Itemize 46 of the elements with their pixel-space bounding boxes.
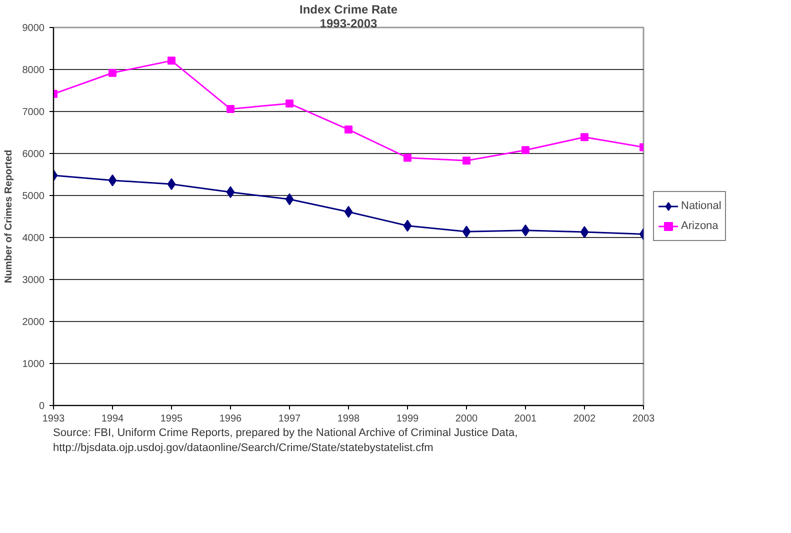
legend-label: Arizona	[681, 220, 718, 232]
point	[286, 100, 294, 108]
point	[108, 174, 117, 186]
point	[462, 156, 470, 165]
point	[580, 226, 589, 238]
x-tick-label: 1994	[101, 414, 124, 424]
point	[344, 126, 352, 134]
point	[344, 206, 353, 218]
point	[168, 56, 176, 65]
y-axis-title: Number of Crimes Reported	[3, 150, 14, 284]
text: http://bjsdata.ojp.usdoj.gov/dataonline/Search/Crime/State/statebystatelist.cfm	[53, 442, 434, 454]
y-tick-label: 2000	[22, 317, 45, 328]
chart-subtitle: 1993-2003	[320, 16, 378, 30]
point	[462, 226, 471, 238]
point	[108, 68, 116, 77]
y-tick-label: 9000	[22, 23, 45, 34]
point	[580, 133, 588, 142]
y-tick-label: 4000	[22, 233, 45, 244]
point	[226, 104, 234, 113]
x-tick-label: 2003	[632, 414, 656, 424]
x-tick-label: 1998	[337, 414, 360, 424]
y-tick-label: 8000	[22, 65, 45, 76]
x-tick-label: 2000	[455, 414, 478, 424]
y-tick-label: 7000	[22, 107, 45, 118]
legend-label: National	[681, 200, 722, 212]
chart-title: Index Crime Rate	[299, 2, 398, 16]
point	[522, 146, 530, 154]
x-tick-label: 1995	[160, 414, 184, 424]
y-tick-label: 6000	[22, 149, 45, 160]
y-tick-label: 3000	[22, 275, 45, 286]
y-tick-label: 5000	[22, 191, 45, 202]
x-tick-label: 1996	[219, 414, 242, 424]
point	[403, 220, 412, 232]
x-tick-label: 1999	[396, 414, 420, 424]
y-tick-label: 1000	[22, 359, 45, 370]
x-tick-label: 1993	[42, 414, 66, 424]
point	[285, 193, 294, 206]
source-note: Source: FBI, Uniform Crime Reports, prepared by the National Archive of Criminal Justice Data,	[53, 427, 518, 439]
point	[226, 186, 235, 198]
point	[521, 224, 530, 236]
x-tick-label: 2002	[573, 414, 596, 424]
point	[404, 154, 412, 162]
point	[167, 178, 176, 190]
y-tick-label: 0	[38, 401, 45, 412]
x-tick-label: 1997	[278, 414, 302, 424]
x-tick-label: 2001	[514, 414, 538, 424]
